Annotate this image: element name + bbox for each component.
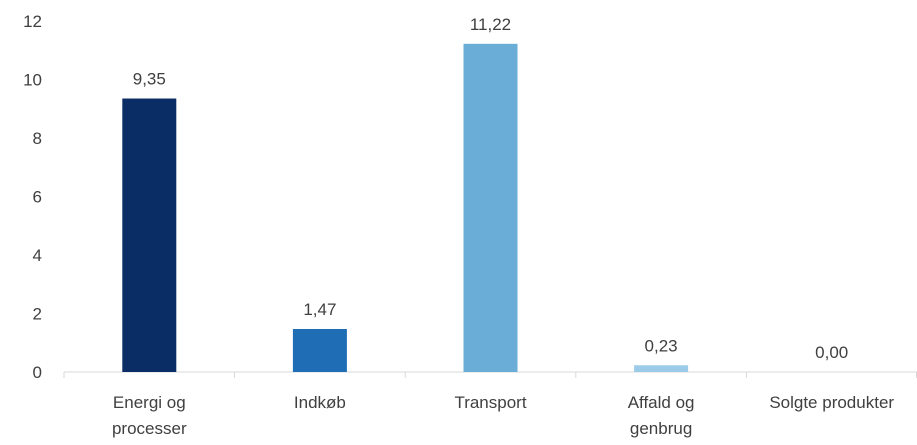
bars [122, 43, 689, 372]
x-category-label-line: genbrug [630, 419, 692, 438]
bar [463, 43, 518, 372]
x-category-label-line: Solgte produkter [769, 393, 894, 412]
y-tick-label: 0 [33, 363, 42, 382]
bar [292, 329, 347, 372]
data-label: 0,23 [645, 336, 678, 355]
y-tick-label: 4 [33, 246, 42, 265]
x-category-label: Solgte produkter [769, 393, 894, 412]
data-label: 1,47 [303, 300, 336, 319]
bar [634, 365, 689, 372]
x-category-label-line: processer [112, 419, 187, 438]
y-tick-label: 2 [33, 305, 42, 324]
data-labels: 9,35 1,47 11,22 0,23 0,00 [133, 15, 848, 362]
y-tick-label: 12 [23, 12, 42, 31]
x-category-label-line: Transport [454, 393, 526, 412]
x-category-label: Indkøb [294, 393, 346, 412]
x-category-label-line: Indkøb [294, 393, 346, 412]
x-axis-labels: Energi og processer Indkøb Transport Affald … [112, 393, 894, 438]
x-category-label: Affald og genbrug [628, 393, 695, 438]
y-tick-label: 6 [33, 188, 42, 207]
y-axis: 0 2 4 6 8 10 12 [23, 12, 42, 382]
x-axis-ticks [63, 372, 917, 378]
x-category-label: Energi og processer [112, 393, 187, 438]
y-tick-label: 10 [23, 71, 42, 90]
bar [122, 98, 177, 372]
data-label: 9,35 [133, 70, 166, 89]
x-category-label-line: Energi og [113, 393, 186, 412]
data-label: 0,00 [815, 343, 848, 362]
x-category-label-line: Affald og [628, 393, 695, 412]
y-tick-label: 8 [33, 129, 42, 148]
data-label: 11,22 [470, 15, 511, 34]
x-category-label: Transport [454, 393, 526, 412]
